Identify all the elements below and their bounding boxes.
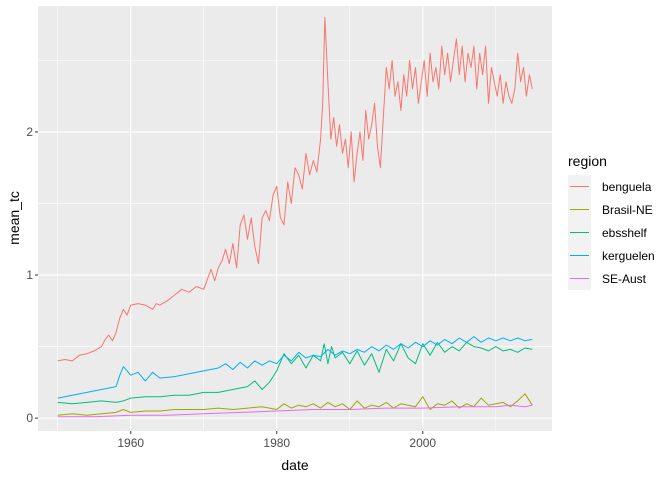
series-line-ebsshelf <box>57 341 533 405</box>
y-tick-label: 2 <box>26 125 33 139</box>
x-tick-label: 1960 <box>117 436 144 450</box>
panel-background <box>38 6 552 431</box>
grid-major <box>38 6 552 431</box>
y-axis-title: mean_tc <box>6 191 22 245</box>
ticks-layer: 1960 1980 2000 0 1 2 <box>26 125 436 450</box>
x-tick-label: 1980 <box>263 436 290 450</box>
legend: region benguela Brasil-NE ebsshelf kerguele… <box>568 153 655 290</box>
series-layer <box>57 16 533 418</box>
legend-title: region <box>568 153 607 169</box>
x-axis-title: date <box>281 457 308 473</box>
series-line-brasil-ne <box>57 393 533 416</box>
series-line-kerguelen <box>57 336 533 399</box>
legend-keys: benguela Brasil-NE ebsshelf kerguelen SE-Aus… <box>568 175 655 290</box>
series-line-benguela <box>57 16 533 362</box>
legend-label-brasil-ne: Brasil-NE <box>602 203 653 217</box>
series-line-se-aust <box>57 404 533 418</box>
y-tick-label: 0 <box>26 411 33 425</box>
legend-label-benguela: benguela <box>602 180 652 194</box>
legend-label-ebsshelf: ebsshelf <box>602 226 647 240</box>
legend-label-kerguelen: kerguelen <box>602 249 655 263</box>
legend-label-se-aust: SE-Aust <box>602 272 647 286</box>
x-tick-label: 2000 <box>409 436 436 450</box>
grid-minor <box>38 6 552 431</box>
y-tick-label: 1 <box>26 268 33 282</box>
